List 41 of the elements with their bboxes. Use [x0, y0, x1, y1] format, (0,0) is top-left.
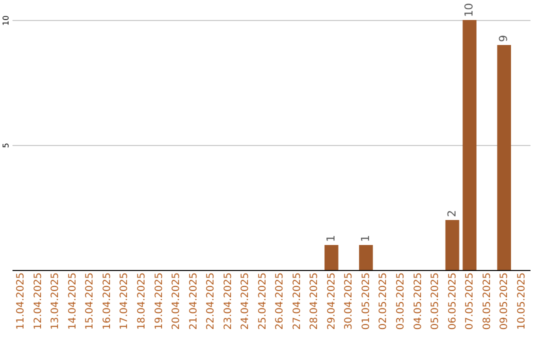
x-tick-label: 05.05.2025 — [430, 272, 442, 330]
bar — [462, 20, 476, 270]
y-tick-label: 5 — [2, 142, 10, 148]
x-tick-label: 09.05.2025 — [499, 272, 510, 330]
x-tick-label: 08.05.2025 — [482, 272, 493, 330]
x-tick-label: 22.04.2025 — [206, 272, 217, 330]
bar — [497, 45, 512, 270]
data-label: 1 — [358, 235, 372, 242]
data-label: 9 — [497, 35, 510, 42]
x-tick-label: 07.05.2025 — [464, 272, 476, 330]
x-tick-label: 27.04.2025 — [292, 272, 303, 330]
x-tick-label: 24.04.2025 — [240, 272, 252, 330]
x-tick-label: 06.05.2025 — [447, 272, 458, 330]
x-tick-label: 29.04.2025 — [326, 272, 338, 330]
x-tick-label: 11.04.2025 — [16, 272, 27, 330]
x-tick-label: 01.05.2025 — [360, 272, 372, 330]
x-tick-label: 02.05.2025 — [378, 272, 390, 330]
x-tick-label: 26.04.2025 — [274, 272, 286, 330]
x-tick-label: 21.04.2025 — [188, 272, 200, 330]
bar — [324, 245, 338, 270]
x-tick-label: 03.05.2025 — [396, 272, 406, 330]
x-tick-label: 25.04.2025 — [257, 272, 268, 330]
data-label: 1 — [324, 235, 338, 242]
data-label: 10 — [462, 3, 476, 17]
data-label: 2 — [445, 210, 458, 217]
bar — [445, 220, 460, 270]
bar — [359, 245, 373, 270]
x-tick-label: 23.04.2025 — [222, 272, 234, 330]
x-tick-label: 17.04.2025 — [119, 272, 130, 330]
x-tick-label: 30.04.2025 — [344, 272, 355, 330]
x-tick-label: 20.04.2025 — [171, 272, 182, 330]
x-tick-label: 18.04.2025 — [136, 272, 148, 330]
x-tick-label: 19.04.2025 — [154, 272, 165, 330]
x-tick-label: 28.04.2025 — [309, 272, 320, 330]
x-tick-label: 12.04.2025 — [32, 272, 44, 330]
x-tick-label: 13.04.2025 — [50, 272, 62, 330]
x-tick-label: 14.04.2025 — [67, 272, 78, 330]
x-tick-label: 15.04.2025 — [84, 272, 96, 330]
x-tick-label: 16.04.2025 — [102, 272, 113, 330]
x-tick-label: 10.05.2025 — [516, 272, 528, 330]
x-tick-label: 04.05.2025 — [412, 272, 424, 330]
